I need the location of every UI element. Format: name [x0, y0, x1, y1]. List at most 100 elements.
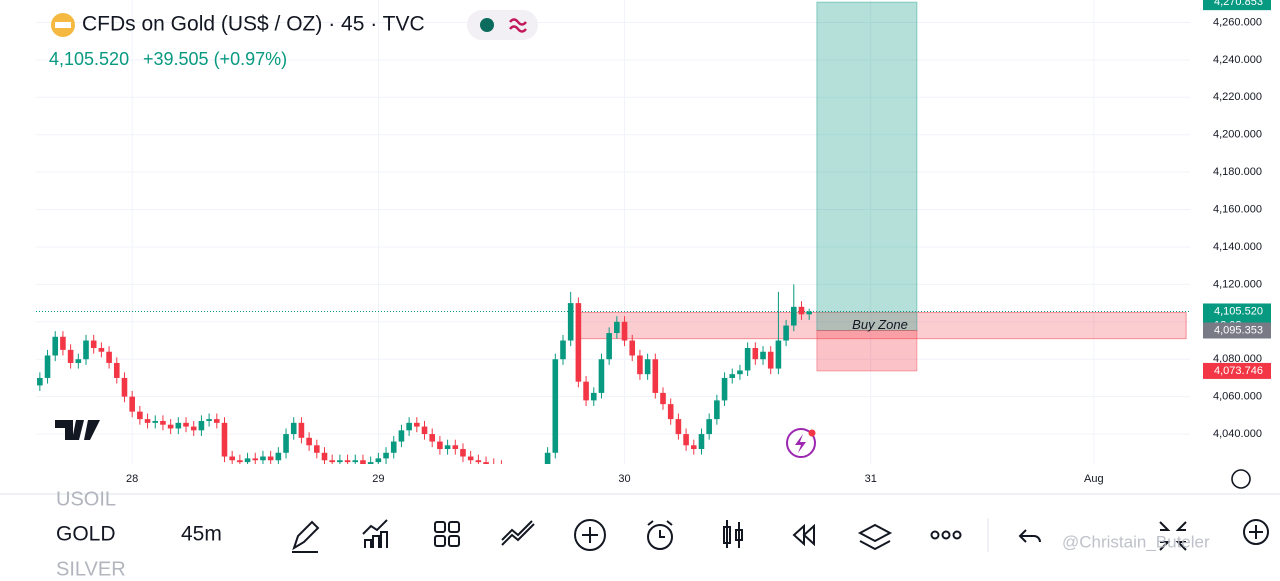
candle-body — [452, 445, 459, 450]
candle-body — [737, 370, 743, 375]
compare-icon[interactable] — [501, 520, 535, 546]
candle-body — [806, 311, 812, 315]
flash-icon[interactable] — [786, 428, 816, 458]
candle-body — [83, 340, 89, 360]
layout-icon[interactable] — [434, 521, 446, 533]
y-tick-label: 4,080.000 — [1213, 353, 1262, 365]
x-tick-label: 30 — [618, 473, 630, 485]
candle-body — [421, 426, 428, 435]
candle-body — [560, 340, 566, 360]
candle-body — [614, 321, 620, 334]
more-icon — [952, 530, 962, 540]
candle-body — [752, 348, 759, 360]
candle-body — [221, 422, 228, 457]
more-icon[interactable] — [930, 530, 940, 540]
candle-body — [760, 351, 766, 360]
candle-body — [283, 434, 289, 453]
layout-icon — [434, 535, 446, 547]
candle-body — [652, 359, 659, 393]
candle-body — [537, 471, 543, 475]
candle-body — [621, 321, 628, 341]
candle-body — [590, 392, 597, 401]
layout-icon — [448, 535, 460, 547]
candle-body — [714, 400, 720, 420]
replay-icon[interactable] — [792, 523, 815, 547]
candle-body — [660, 392, 666, 405]
y-tick-label: 4,200.000 — [1213, 129, 1262, 141]
candle-body — [98, 348, 105, 352]
x-tick-label: Aug — [1084, 473, 1104, 485]
symbol-current[interactable]: GOLD — [56, 523, 116, 546]
settings-icon[interactable] — [1231, 469, 1251, 489]
plus-icon[interactable] — [1243, 519, 1269, 545]
layers-icon[interactable] — [857, 523, 893, 551]
delay-icon — [509, 18, 527, 33]
candle-body — [767, 351, 774, 369]
candle-body — [175, 422, 182, 429]
candle-body — [637, 355, 643, 375]
candle-body — [783, 325, 789, 341]
y-tick-label: 4,140.000 — [1213, 241, 1262, 253]
tv-logo — [55, 420, 100, 440]
candle-body — [375, 458, 382, 463]
candle-body — [275, 452, 282, 461]
indicators-icon[interactable] — [362, 519, 388, 548]
candle-body — [414, 422, 420, 427]
candle-body — [337, 460, 343, 463]
market-open-dot — [480, 18, 494, 32]
stop-area — [816, 330, 918, 372]
candle-body — [499, 466, 505, 472]
symbol-prev[interactable]: USOIL — [56, 488, 116, 510]
candle-body — [90, 340, 97, 348]
candle-body — [329, 460, 335, 463]
candle-body — [198, 420, 205, 431]
candle-body — [352, 460, 359, 463]
alert-icon[interactable] — [647, 524, 673, 550]
flash-dot — [808, 429, 816, 437]
candle-body — [744, 348, 751, 371]
price-tag-label: 4,270.853 — [1214, 0, 1263, 8]
x-tick-label: 29 — [372, 473, 384, 485]
candle-body — [306, 437, 312, 446]
symbol-title: CFDs on Gold (US$ / OZ) · 45 · TVC — [82, 13, 425, 36]
candle-body — [60, 336, 66, 350]
candle-body — [229, 456, 235, 461]
candle-body — [529, 475, 535, 481]
last-price: 4,105.520 — [49, 49, 129, 69]
fullscreen-icon[interactable] — [1159, 521, 1187, 551]
interval[interactable]: 45m — [181, 523, 222, 546]
candle-body — [491, 464, 497, 466]
candle-body — [383, 452, 389, 459]
watermark: @Christain_Buteler — [1062, 532, 1210, 551]
y-tick-label: 4,120.000 — [1213, 278, 1262, 290]
grid — [36, 0, 1190, 464]
toolbar-icons — [292, 519, 1269, 553]
candle-body — [790, 306, 797, 326]
candle-body — [683, 434, 689, 446]
undo-icon[interactable] — [1018, 529, 1041, 543]
price-tag — [1203, 362, 1271, 379]
candle-body — [522, 479, 528, 481]
layout-icon — [448, 521, 460, 533]
y-tick-label: 4,220.000 — [1213, 91, 1262, 103]
candle-body — [360, 460, 366, 464]
price-tag-label: 4,095.353 — [1214, 324, 1263, 336]
draw-icon[interactable] — [292, 520, 320, 553]
candle-body — [213, 419, 220, 423]
more-icon — [941, 530, 951, 540]
candle-body — [406, 422, 412, 431]
status-pill[interactable] — [467, 10, 538, 40]
x-tick-label: 28 — [126, 473, 138, 485]
candle-body — [575, 303, 582, 382]
candle-body — [344, 460, 351, 463]
symbol-next[interactable]: SILVER — [56, 558, 126, 580]
candle-body — [167, 424, 174, 429]
x-tick-label: 31 — [865, 473, 877, 485]
candle-body — [506, 471, 512, 475]
alert-icon-hands — [647, 520, 673, 538]
zone-label: Buy Zone — [852, 317, 908, 332]
add-icon[interactable] — [574, 519, 606, 551]
price-tag-label: 4,073.746 — [1214, 365, 1263, 377]
candle-body — [244, 458, 251, 463]
candle-body — [606, 333, 612, 360]
